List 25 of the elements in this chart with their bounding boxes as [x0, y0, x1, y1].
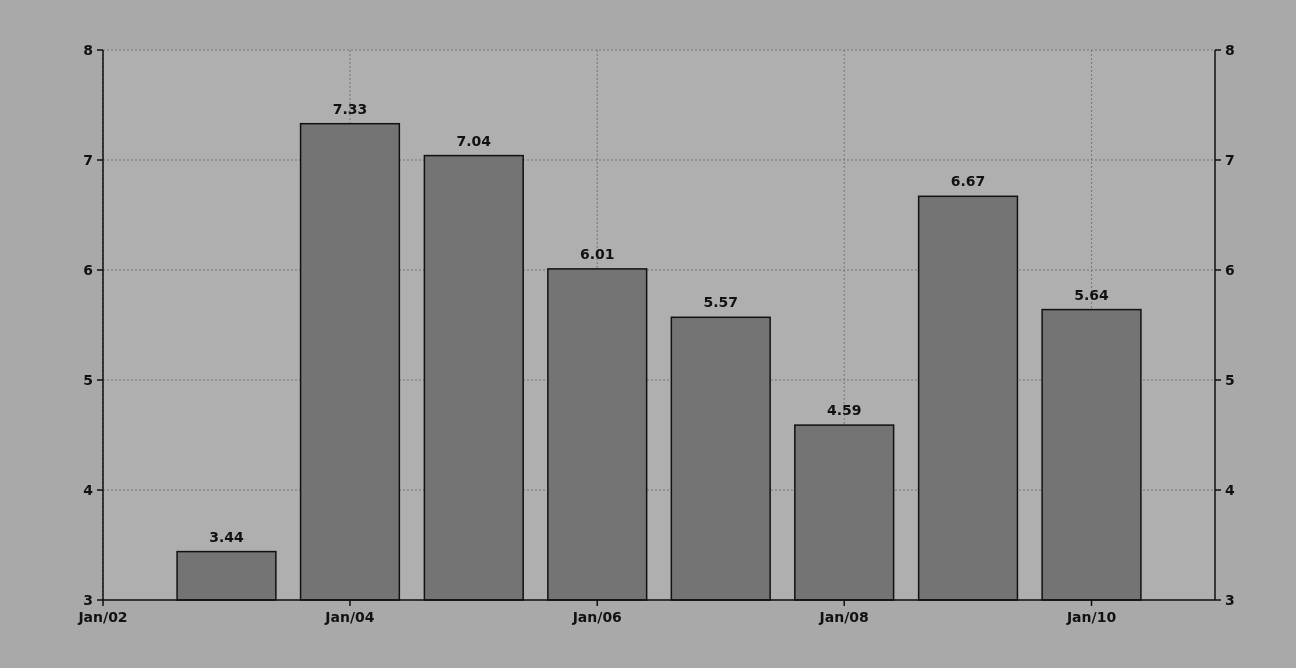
- y2-tick-label: 5: [1225, 371, 1235, 388]
- y2-tick-label: 8: [1225, 41, 1235, 58]
- data-label: 6.01: [579, 245, 615, 262]
- x-tick-label: Jan/06: [571, 609, 622, 625]
- y-tick-label: 6: [83, 261, 93, 278]
- x-tick-label: Jan/04: [324, 609, 375, 625]
- y-tick-label: 8: [83, 41, 93, 58]
- data-label: 5.64: [1074, 286, 1110, 303]
- data-label: 4.59: [826, 402, 862, 419]
- x-tick-label: Jan/10: [1065, 609, 1117, 625]
- data-label: 7.33: [332, 100, 368, 117]
- y2-tick-label: 3: [1225, 591, 1235, 608]
- data-label: 6.67: [950, 173, 986, 190]
- data-label: 7.04: [456, 132, 492, 149]
- x-tick-label: Jan/02: [77, 609, 128, 625]
- y2-tick-label: 6: [1225, 261, 1235, 278]
- data-label: 3.44: [209, 528, 245, 545]
- y-tick-label: 7: [83, 151, 93, 168]
- data-label: 5.57: [703, 294, 739, 311]
- y-tick-label: 3: [83, 591, 93, 608]
- y2-tick-label: 7: [1225, 151, 1235, 168]
- y2-tick-label: 4: [1225, 481, 1235, 498]
- x-tick-label: Jan/08: [818, 609, 869, 625]
- y-tick-label: 4: [83, 481, 94, 498]
- y-tick-label: 5: [83, 371, 93, 388]
